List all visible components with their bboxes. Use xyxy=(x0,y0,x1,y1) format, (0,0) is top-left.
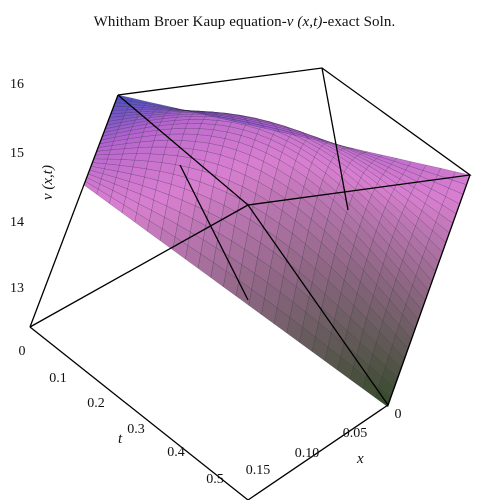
box-edge-back xyxy=(321,67,349,211)
x-tick-label: 0.05 xyxy=(343,426,368,441)
axis-ticks: 13 14 15 16 0 0.1 0.2 0.3 0.4 0.5 0 0.05 0.10 0.15 xyxy=(10,77,402,487)
box-edge-front-left xyxy=(29,204,249,328)
surface-patch xyxy=(161,154,178,165)
surface-patch xyxy=(136,146,153,155)
x-axis-label: x xyxy=(356,451,364,467)
surface-patch xyxy=(183,128,200,135)
z-axis-label: ν (x,t) xyxy=(40,165,56,200)
surface-mesh xyxy=(83,94,471,408)
chart-title-suffix: -exact Soln. xyxy=(322,14,396,30)
surface-patch xyxy=(151,140,168,148)
surface-patch xyxy=(107,153,124,160)
surface-patch xyxy=(181,133,198,142)
surface-patch xyxy=(188,116,206,120)
surface-patch xyxy=(148,153,165,163)
box-edge-left xyxy=(29,94,119,328)
box-edge-right xyxy=(387,174,471,406)
box-edge-inner-left xyxy=(179,164,249,301)
z-tick-label: 14 xyxy=(10,215,24,230)
x-tick-label: 0.15 xyxy=(246,463,271,478)
z-tick-label: 13 xyxy=(10,281,24,296)
box-edge-interior xyxy=(247,204,389,406)
surface-patch xyxy=(120,153,137,161)
surface-patch xyxy=(179,140,196,150)
t-tick-label: 0 xyxy=(19,344,26,359)
box-edge-bottom-right xyxy=(247,404,389,500)
t-tick-label: 0.1 xyxy=(49,371,67,386)
chart-title-math: ν (x,t) xyxy=(286,14,323,30)
surface-patch xyxy=(185,123,202,129)
z-tick-label: 15 xyxy=(10,146,24,161)
box-edge-bottom-left xyxy=(29,326,249,500)
x-tick-label: 0.10 xyxy=(295,446,320,461)
surface-patch xyxy=(169,128,186,135)
t-tick-label: 0.5 xyxy=(206,472,224,487)
chart-title-prefix: Whitham Broer Kaup equation- xyxy=(93,14,287,30)
chart-title: Whitham Broer Kaup equation-ν (x,t)-exac… xyxy=(0,14,489,31)
t-tick-label: 0.3 xyxy=(127,422,145,437)
surface-patch xyxy=(134,153,151,162)
t-tick-label: 0.4 xyxy=(167,445,185,460)
t-tick-label: 0.2 xyxy=(87,396,105,411)
plot-box xyxy=(29,67,472,500)
z-tick-label: 16 xyxy=(10,77,24,92)
x-tick-label: 0 xyxy=(395,407,402,422)
surface-patch xyxy=(163,146,180,157)
t-axis-label: t xyxy=(118,431,123,447)
surface-patch xyxy=(149,146,167,155)
surface-patch xyxy=(187,119,204,124)
